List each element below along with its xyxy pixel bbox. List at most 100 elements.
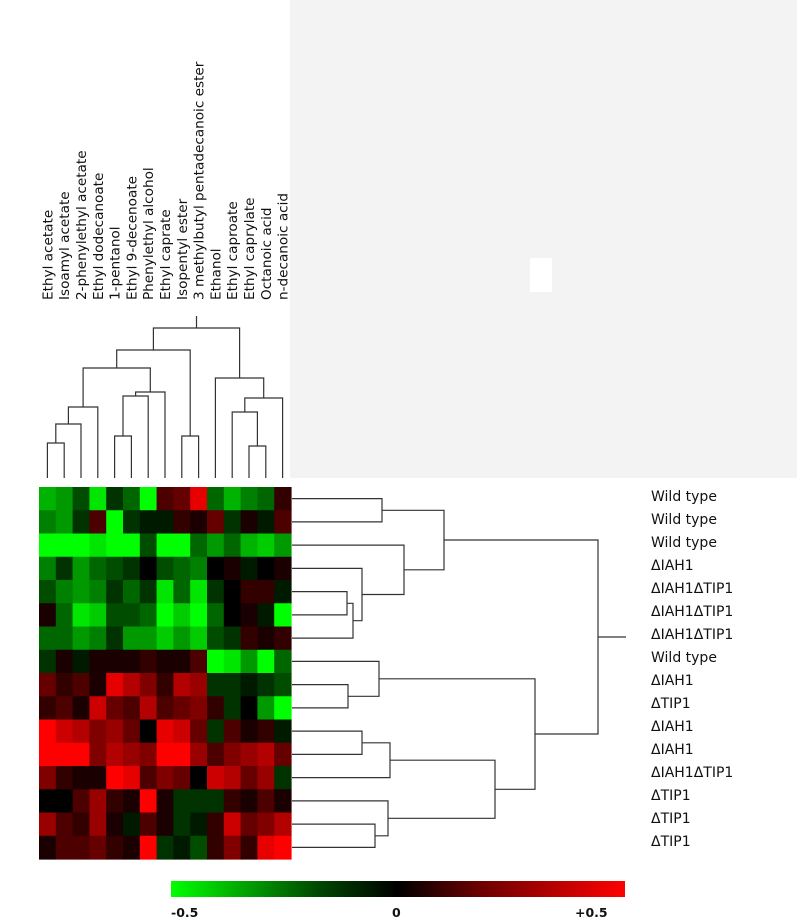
row-label: ΔIAH1ΔTIP1: [651, 764, 734, 781]
dendrogram-link: [292, 730, 363, 755]
heatmap-cell: [223, 673, 242, 697]
dendrogram-link: [379, 678, 536, 790]
dendrogram-link: [292, 591, 348, 616]
dendrogram-link: [82, 367, 151, 407]
heatmap-cell: [106, 766, 124, 790]
heatmap-cell: [190, 556, 208, 581]
heatmap-cell: [190, 789, 208, 814]
heatmap-cell: [39, 580, 57, 604]
heatmap-cell: [173, 789, 191, 814]
column-label: Ethyl caproate: [225, 201, 241, 300]
heatmap-cell: [39, 487, 57, 511]
heatmap-cell: [72, 719, 90, 744]
heatmap-cell: [190, 487, 208, 511]
heatmap-cell: [55, 835, 74, 860]
heatmap-cell: [274, 696, 292, 721]
heatmap-cell: [55, 812, 74, 837]
heatmap-cell: [190, 835, 208, 860]
heatmap-cell: [72, 603, 90, 628]
heatmap-cell: [139, 649, 158, 674]
heatmap-cell: [123, 696, 141, 721]
heatmap-cell: [106, 626, 124, 651]
heatmap-cell: [274, 673, 292, 697]
row-label: ΔIAH1: [651, 557, 694, 574]
heatmap-cell: [89, 812, 107, 837]
heatmap-cell: [139, 487, 158, 511]
heatmap-cell: [173, 719, 191, 744]
heatmap-cell: [72, 487, 90, 511]
heatmap-cell: [274, 789, 292, 814]
heatmap-cell: [139, 766, 158, 790]
column-label: Ethyl caprate: [158, 209, 174, 300]
heatmap-cell: [274, 580, 292, 604]
heatmap-cell: [106, 673, 124, 697]
heatmap-cell: [257, 673, 275, 697]
heatmap-cell: [55, 673, 74, 697]
heatmap-cell: [139, 626, 158, 651]
colorbar-tick-mid: 0: [392, 905, 401, 920]
heatmap-cell: [55, 719, 74, 744]
heatmap-cell: [223, 742, 242, 767]
heatmap-cell: [72, 533, 90, 558]
heatmap-cell: [274, 487, 292, 511]
heatmap-cell: [39, 696, 57, 721]
dendrogram-link: [292, 498, 383, 523]
heatmap-cell: [173, 580, 191, 604]
heatmap-cell: [240, 556, 258, 581]
heatmap-cell: [39, 556, 57, 581]
heatmap-cell: [240, 510, 258, 535]
dendrogram-link: [122, 395, 149, 478]
dendrogram-link: [248, 445, 267, 478]
heatmap-cell: [39, 789, 57, 814]
heatmap-cell: [257, 766, 275, 790]
heatmap-cell: [39, 626, 57, 651]
dendrogram-link: [292, 684, 349, 709]
heatmap-cell: [257, 533, 275, 558]
heatmap-cell: [106, 742, 124, 767]
heatmap-cell: [257, 510, 275, 535]
heatmap-cell: [207, 533, 225, 558]
dendrogram-link: [388, 759, 496, 819]
heatmap-cell: [190, 533, 208, 558]
heatmap-cell: [39, 510, 57, 535]
row-label: ΔTIP1: [651, 810, 691, 827]
heatmap-cell: [123, 510, 141, 535]
column-labels: Ethyl acetate Isoamyl acetate 2-phenylethy…: [40, 61, 291, 300]
heatmap-cell: [106, 835, 124, 860]
heatmap-cell: [72, 766, 90, 790]
heatmap-cell: [173, 487, 191, 511]
heatmap-cell: [139, 742, 158, 767]
heatmap-cell: [139, 533, 158, 558]
heatmap-cell: [240, 649, 258, 674]
heatmap-cell: [123, 533, 141, 558]
dendrogram-link: [214, 377, 265, 478]
heatmap-cell: [39, 835, 57, 860]
heatmap-cell: [72, 789, 90, 814]
heatmap-cell: [106, 719, 124, 744]
column-label: Ethyl 9-decenoate: [124, 176, 140, 300]
dendrogram-link: [444, 539, 599, 735]
heatmap-cell: [39, 533, 57, 558]
heatmap-cell: [89, 649, 107, 674]
row-label: ΔIAH1ΔTIP1: [651, 580, 734, 597]
heatmap-cell: [123, 835, 141, 860]
heatmap-cell: [173, 603, 191, 628]
heatmap-cell: [55, 789, 74, 814]
color-scale-bar: [171, 881, 625, 897]
column-label: Octanoic acid: [259, 207, 275, 300]
heatmap-cell: [106, 696, 124, 721]
heatmap-cell: [123, 789, 141, 814]
heatmap-cell: [106, 556, 124, 581]
heatmap-cell: [156, 789, 174, 814]
heatmap-cell: [223, 719, 242, 744]
heatmap-cell: [207, 580, 225, 604]
heatmap-cell: [106, 533, 124, 558]
heatmap-cell: [240, 742, 258, 767]
heatmap-cell: [123, 812, 141, 837]
row-label: Wild type: [651, 534, 717, 551]
dendrogram-link: [382, 509, 445, 571]
column-label: 3 methylbutyl pentadecanoic ester: [192, 61, 208, 300]
heatmap-cell: [190, 766, 208, 790]
heatmap-cell: [240, 812, 258, 837]
